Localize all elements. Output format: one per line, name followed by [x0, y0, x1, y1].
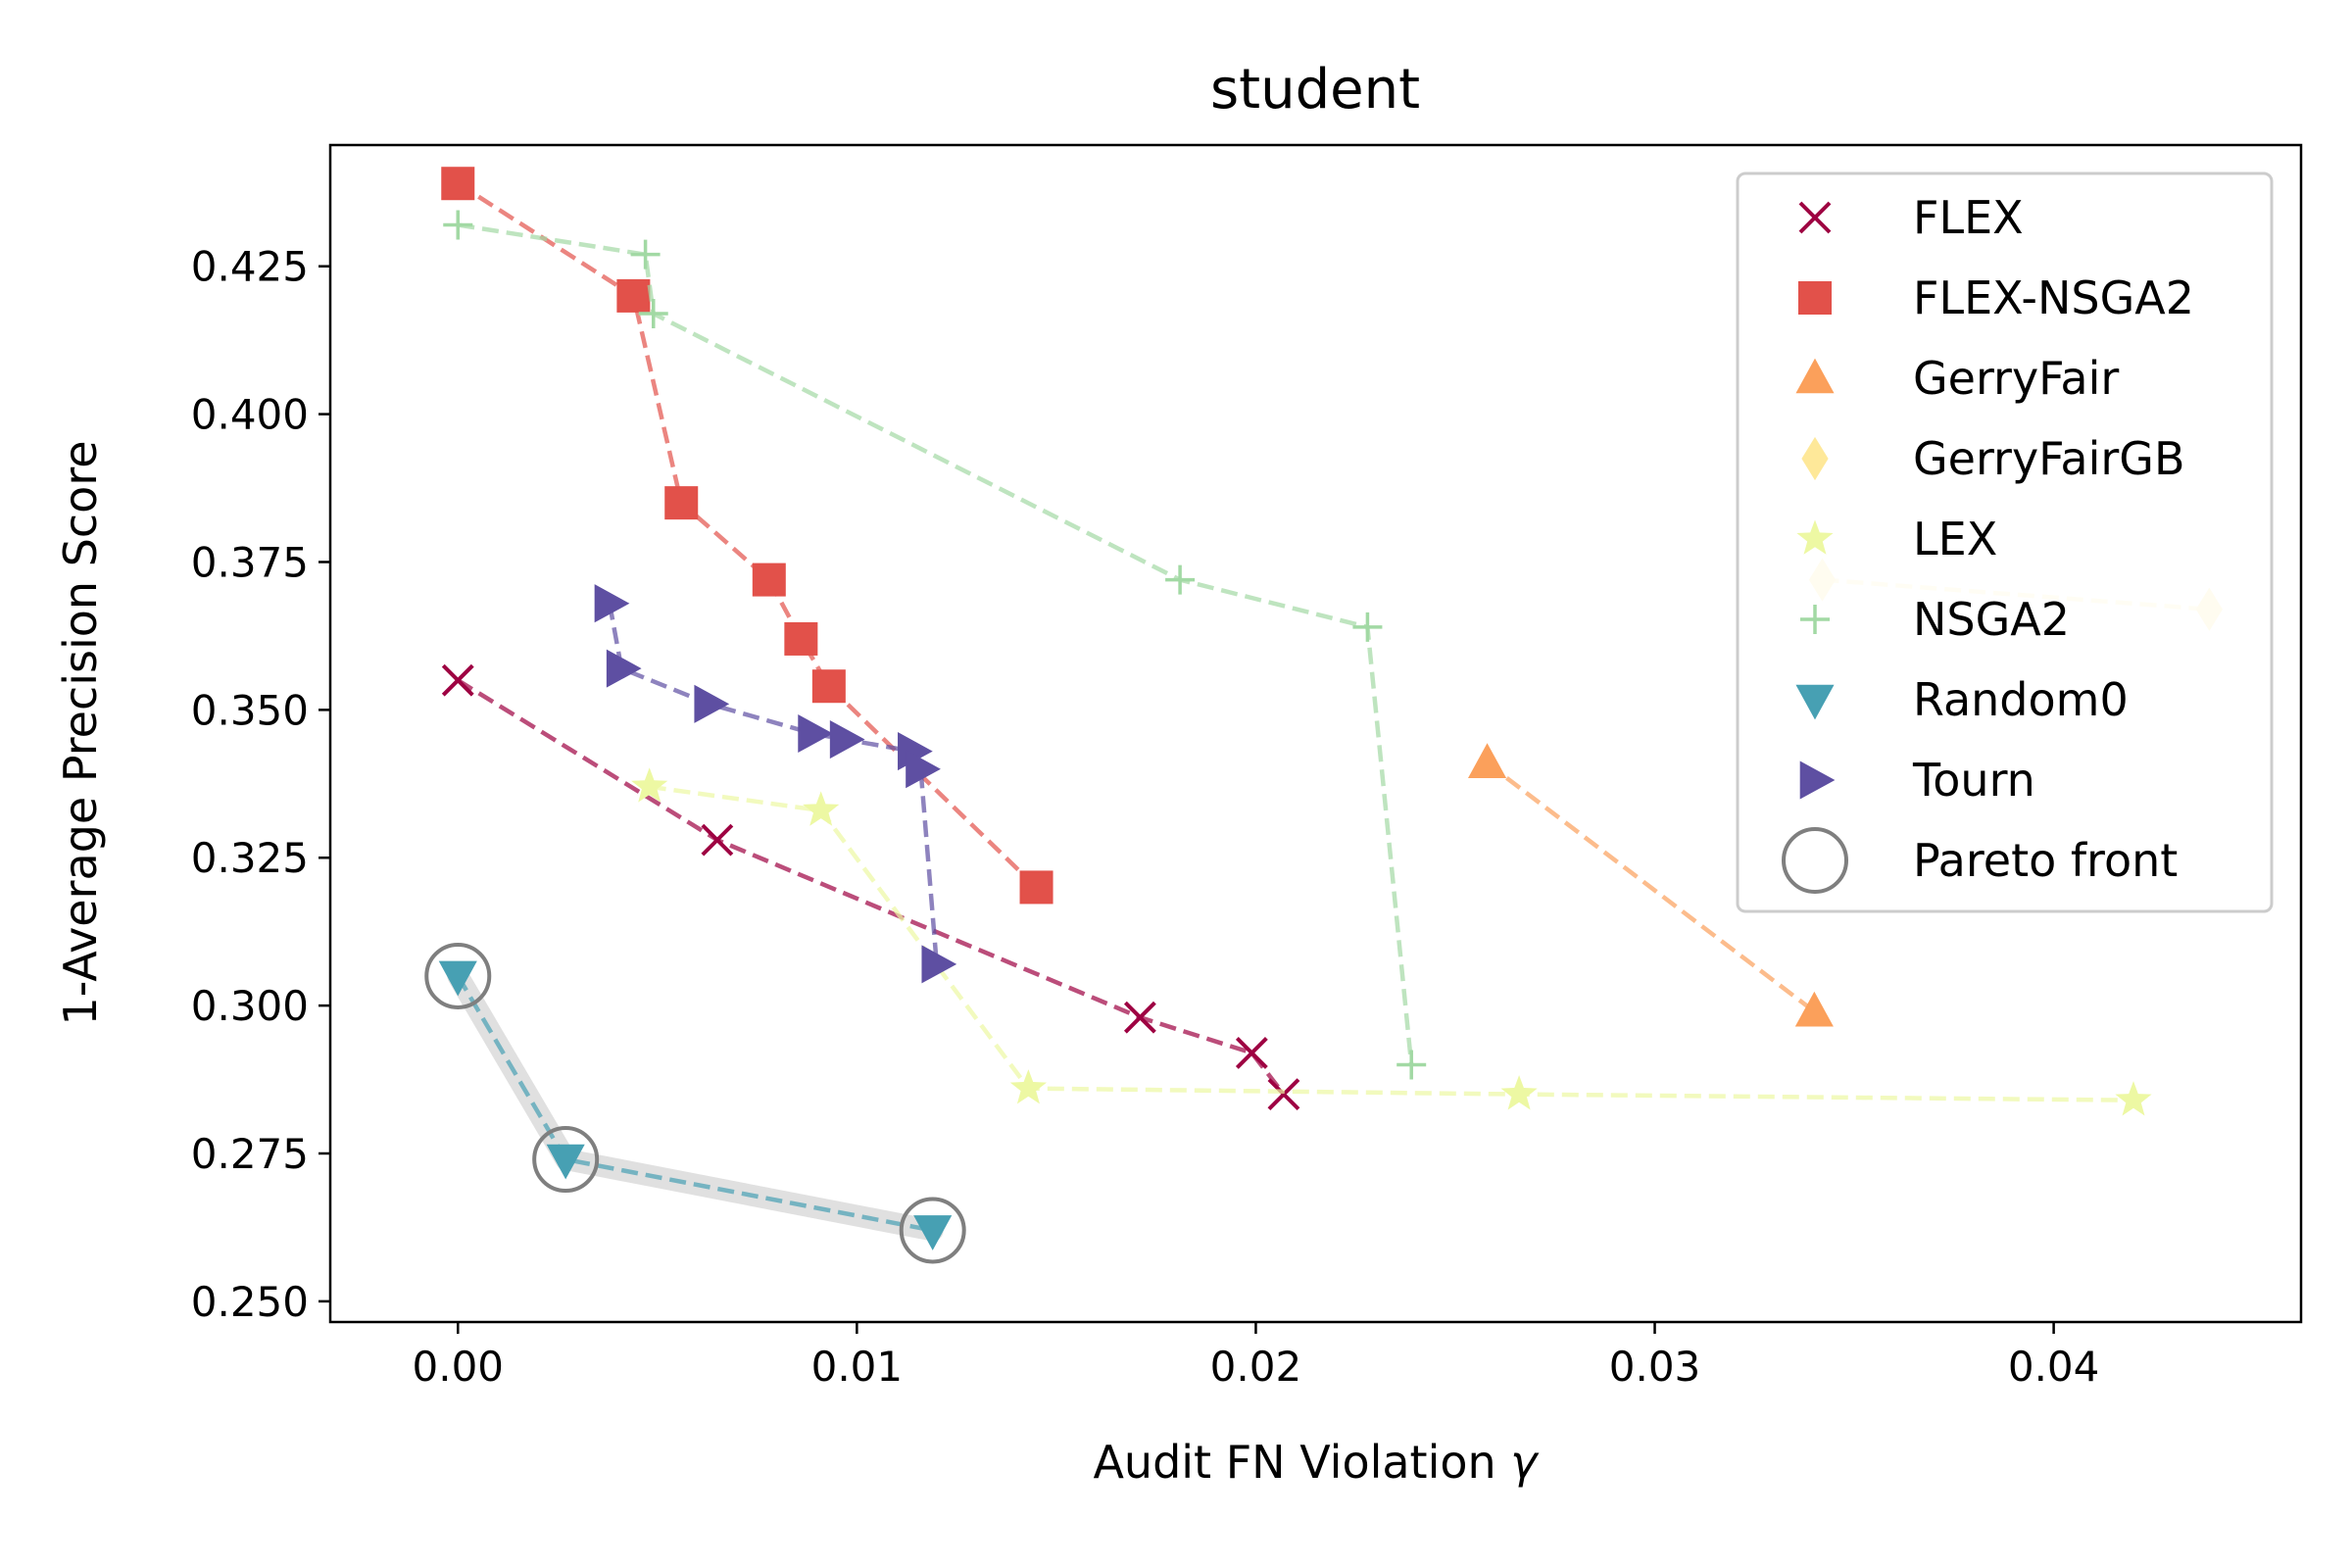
y-tick-label: 0.300: [191, 982, 309, 1030]
legend-label: GerryFairGB: [1913, 432, 2185, 485]
series-line-nsga2: [457, 222, 1414, 1065]
legend-label: Pareto front: [1913, 834, 2178, 887]
series-flex: [441, 663, 1300, 1111]
data-point-flex-nsga2: [616, 278, 651, 313]
legend: FLEX FLEX-NSGA2 GerryFair GerryFairGB LEX NSG…: [1736, 172, 2274, 913]
data-point-tourn: [921, 945, 957, 984]
data-point-tourn: [694, 684, 730, 723]
legend-label: GerryFair: [1913, 352, 2119, 405]
data-point-flex-nsga2: [811, 669, 846, 704]
legend-marker-gerryfairgb: [1801, 436, 1829, 481]
x-tick-label: 0.02: [1210, 1343, 1302, 1391]
series-lex: [631, 767, 2152, 1116]
x-axis: 0.00 0.01 0.02 0.03 0.04: [413, 1322, 2100, 1391]
data-point-lex: [2115, 1081, 2152, 1116]
series-line-tourn: [607, 603, 940, 965]
data-point-lex: [803, 791, 840, 826]
data-point-nsga2: [443, 210, 473, 240]
legend-item-lex: LEX: [1796, 513, 1997, 565]
data-point-flex-nsga2: [784, 621, 818, 656]
data-point-random0: [438, 960, 477, 997]
legend-marker-nsga2: [1800, 605, 1830, 634]
y-tick-label: 0.325: [191, 834, 309, 882]
legend-label: Tourn: [1912, 754, 2035, 807]
legend-marker-flex-nsga2: [1798, 281, 1832, 315]
series-gerryfair: [1467, 743, 1834, 1027]
series-nsga2: [443, 210, 1427, 1080]
legend-item-nsga2: NSGA2: [1800, 593, 2070, 646]
legend-frame: [1736, 172, 2274, 913]
data-point-flex: [441, 663, 474, 697]
legend-marker-flex: [1798, 201, 1832, 234]
data-point-lex: [1009, 1069, 1047, 1104]
legend-marker-pareto-front: [1782, 827, 1848, 894]
legend-label: FLEX-NSGA2: [1913, 271, 2194, 324]
data-point-tourn: [798, 713, 833, 754]
y-tick-label: 0.425: [191, 243, 309, 291]
pareto-front-marker: [899, 1197, 966, 1264]
data-point-gerryfair: [1794, 991, 1834, 1027]
legend-marker-lex: [1796, 519, 1834, 555]
data-point-flex: [701, 823, 734, 857]
series-line-gerryfair: [1486, 760, 1816, 1013]
pareto-front-marker: [424, 942, 492, 1009]
legend-item-tourn: Tourn: [1799, 754, 2035, 807]
x-axis-label: Audit FN Violation γ: [1093, 1436, 1540, 1489]
data-point-flex-nsga2: [1019, 870, 1054, 905]
legend-label: NSGA2: [1913, 593, 2070, 646]
data-point-flex-nsga2: [752, 563, 786, 597]
legend-item-gerryfair: GerryFair: [1795, 352, 2119, 405]
data-point-nsga2: [630, 239, 661, 270]
legend-item-random0: Random0: [1795, 673, 2129, 726]
legend-label: LEX: [1913, 513, 1997, 565]
series-line-flex-nsga2: [457, 181, 1039, 890]
y-tick-label: 0.350: [191, 686, 309, 734]
legend-item-flex: FLEX: [1798, 191, 2024, 244]
legend-marker-random0: [1795, 684, 1835, 720]
data-point-nsga2: [638, 299, 668, 329]
y-tick-label: 0.275: [191, 1130, 309, 1178]
data-point-gerryfair: [1467, 743, 1507, 778]
data-point-nsga2: [1165, 564, 1196, 595]
x-tick-label: 0.03: [1609, 1343, 1701, 1391]
data-point-lex: [631, 767, 668, 803]
data-point-random0: [913, 1215, 953, 1250]
data-point-nsga2: [1396, 1050, 1427, 1080]
data-point-random0: [546, 1144, 585, 1180]
x-tick-label: 0.00: [413, 1343, 505, 1391]
data-point-flex: [1123, 1001, 1156, 1034]
y-axis: 0.250 0.275 0.300 0.325 0.350 0.375 0.400 0.425: [191, 243, 330, 1326]
series-tourn: [594, 584, 957, 984]
legend-label: FLEX: [1913, 191, 2024, 244]
series-flex-nsga2: [441, 167, 1054, 905]
chart-title: student: [1210, 58, 1420, 122]
legend-marker-gerryfair: [1795, 358, 1835, 394]
data-point-flex-nsga2: [664, 486, 699, 520]
data-point-tourn: [606, 649, 642, 688]
data-point-tourn: [594, 584, 630, 623]
x-tick-label: 0.01: [811, 1343, 904, 1391]
data-point-tourn: [906, 750, 941, 789]
data-point-nsga2: [1352, 612, 1383, 642]
data-point-tourn: [829, 719, 865, 760]
pareto-front-band: [447, 964, 944, 1242]
x-tick-label: 0.04: [2008, 1343, 2100, 1391]
y-tick-label: 0.250: [191, 1278, 309, 1326]
plot-frame: [328, 143, 2303, 1324]
pareto-front-marker: [532, 1126, 600, 1194]
legend-item-flex-nsga2: FLEX-NSGA2: [1798, 271, 2194, 324]
y-tick-label: 0.400: [191, 391, 309, 439]
data-point-flex: [1267, 1078, 1300, 1111]
data-point-flex: [1235, 1036, 1268, 1069]
legend-item-gerryfairgb: GerryFairGB: [1801, 432, 2185, 485]
legend-item-pareto-front: Pareto front: [1782, 827, 2178, 894]
y-tick-label: 0.375: [191, 538, 309, 586]
series-random0: [438, 960, 953, 1250]
legend-marker-tourn: [1799, 760, 1836, 800]
legend-label: Random0: [1913, 673, 2129, 726]
data-point-lex: [1500, 1075, 1538, 1110]
y-axis-label: 1-Average Precision Score: [54, 440, 107, 1025]
data-point-flex-nsga2: [441, 167, 475, 201]
